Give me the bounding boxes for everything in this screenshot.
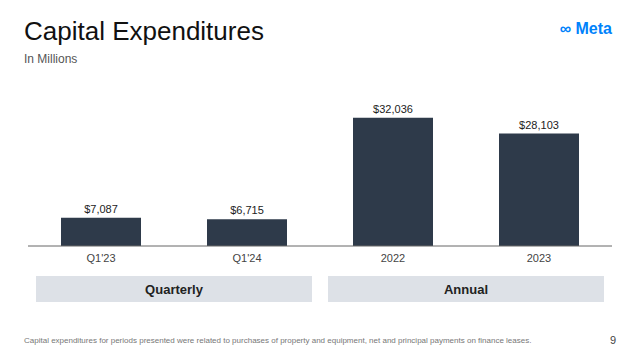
html-text:Capital Expenditures: Capital Expenditures	[24, 16, 264, 46]
svg-text:Q1'24: Q1'24	[232, 252, 261, 264]
svg-text:$7,087: $7,087	[84, 203, 118, 215]
svg-text:$32,036: $32,036	[373, 103, 413, 115]
html-text:9: 9	[609, 334, 616, 346]
svg-text:2023: 2023	[527, 252, 551, 264]
html-text:Annual: Annual	[444, 281, 488, 297]
html-text:Capital expenditures for perio: Capital expenditures for periods present…	[24, 336, 532, 345]
svg-text:2022: 2022	[381, 252, 405, 264]
html-text:Quarterly: Quarterly	[145, 281, 203, 297]
html-text:∞ Meta: ∞ Meta	[559, 20, 612, 37]
html-text:In Millions: In Millions	[24, 52, 78, 66]
svg-text:$28,103: $28,103	[519, 119, 559, 131]
svg-text:$6,715: $6,715	[230, 204, 264, 216]
svg-text:Q1'23: Q1'23	[86, 252, 115, 264]
